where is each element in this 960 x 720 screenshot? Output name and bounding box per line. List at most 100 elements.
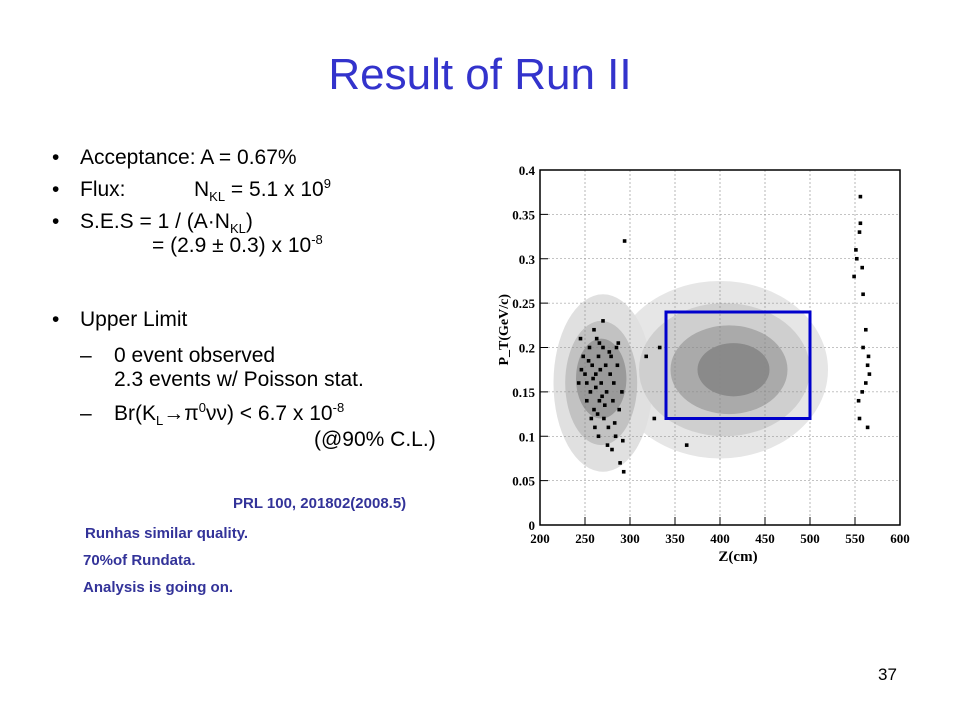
data-point [591, 377, 595, 381]
flux-label: Flux: [80, 177, 126, 203]
x-tick-label: 400 [710, 531, 730, 546]
note-line2: 70%of Rundata. [83, 552, 196, 569]
data-point [859, 195, 863, 199]
data-point [604, 363, 608, 367]
data-point [592, 408, 596, 412]
note-line1: Runhas similar quality. [85, 525, 248, 542]
page-number: 37 [878, 665, 897, 685]
data-point [620, 390, 624, 394]
density-contour [576, 339, 626, 419]
data-point [593, 426, 597, 430]
y-tick-label: 0.1 [519, 429, 535, 444]
data-point [585, 381, 589, 385]
ses-b: ) [246, 210, 253, 233]
ses-line1: S.E.S = 1 / (A·NKL) [80, 209, 253, 235]
dash: – [80, 343, 92, 369]
x-tick-label: 350 [665, 531, 685, 546]
br-superscript: 0 [199, 400, 206, 415]
data-point [864, 328, 868, 332]
y-tick-label: 0.35 [512, 207, 535, 222]
data-point [608, 372, 612, 376]
bullet-dot: • [52, 209, 59, 235]
data-point [580, 368, 584, 372]
data-point [585, 399, 589, 403]
events-line1: 0 event observed [114, 343, 275, 369]
data-point [857, 399, 861, 403]
data-point [858, 417, 862, 421]
br-line1: Br(KL→π0νν) < 6.7 x 10-8 [114, 401, 344, 427]
data-point [596, 412, 600, 416]
data-point [852, 275, 856, 279]
data-point [583, 372, 587, 376]
flux-n: N [194, 178, 209, 201]
x-tick-label: 200 [530, 531, 550, 546]
slide-title: Result of Run II [0, 50, 960, 100]
data-point [623, 239, 627, 243]
ses-line2: = (2.9 ± 0.3) x 10-8 [152, 233, 323, 259]
data-point [861, 346, 865, 350]
br-c: νν) < 6.7 x 10 [206, 402, 333, 425]
x-tick-label: 600 [890, 531, 910, 546]
ses-value: = (2.9 ± 0.3) x 10 [152, 234, 311, 257]
density-contour [698, 343, 770, 396]
data-point [598, 341, 602, 345]
data-point [614, 434, 618, 438]
flux-subscript: KL [209, 189, 225, 204]
data-point [610, 448, 614, 452]
data-point [658, 346, 662, 350]
data-point [866, 426, 870, 430]
flux-number: = 5.1 x 10 [225, 178, 324, 201]
y-axis-label: P_T(GeV/c) [497, 294, 512, 366]
data-point [609, 355, 613, 359]
grid-lines [540, 170, 900, 525]
x-tick-label: 300 [620, 531, 640, 546]
note-line3: Analysis is going on. [83, 579, 233, 596]
prl-reference: PRL 100, 201802(2008.5) [233, 495, 406, 512]
data-point [587, 359, 591, 363]
data-point [616, 363, 620, 367]
data-point [605, 390, 609, 394]
data-point [594, 386, 598, 390]
x-tick-label: 250 [575, 531, 595, 546]
x-axis-label: Z(cm) [718, 549, 757, 565]
data-point [867, 355, 871, 359]
data-point [589, 390, 593, 394]
br-a: Br(K [114, 402, 156, 425]
data-point [621, 439, 625, 443]
y-tick-label: 0.15 [512, 385, 535, 400]
data-point [622, 470, 626, 474]
data-point [858, 230, 862, 234]
x-tick-label: 550 [845, 531, 865, 546]
br-exponent: -8 [333, 400, 345, 415]
data-point [600, 395, 604, 399]
bullet-dot: • [52, 307, 59, 333]
data-point [577, 381, 581, 385]
ses-a: S.E.S = 1 / (A·N [80, 210, 230, 233]
data-point [608, 350, 612, 354]
data-point [597, 434, 601, 438]
data-point [597, 355, 601, 359]
data-point [595, 337, 599, 341]
data-point [866, 363, 870, 367]
data-point [860, 390, 864, 394]
data-point [601, 346, 605, 350]
events-line2: 2.3 events w/ Poisson stat. [114, 367, 364, 393]
y-tick-label: 0.05 [512, 474, 535, 489]
data-point [864, 381, 868, 385]
data-point [581, 355, 585, 359]
data-point [607, 426, 611, 430]
br-b: →π [163, 402, 199, 425]
y-tick-label: 0.3 [519, 252, 536, 267]
x-tick-label: 450 [755, 531, 775, 546]
flux-exponent: 9 [324, 176, 331, 191]
ses-exponent: -8 [311, 232, 323, 247]
flux-value: NKL = 5.1 x 109 [194, 177, 331, 203]
data-point [685, 443, 689, 447]
data-point [613, 421, 617, 425]
data-point [855, 257, 859, 261]
y-tick-label: 0.25 [512, 296, 535, 311]
data-point [598, 399, 602, 403]
data-point [588, 346, 592, 350]
data-point [860, 266, 864, 270]
y-axis: 0 0.05 0.1 0.15 0.2 0.25 0.3 0.35 0.4 [512, 163, 548, 533]
